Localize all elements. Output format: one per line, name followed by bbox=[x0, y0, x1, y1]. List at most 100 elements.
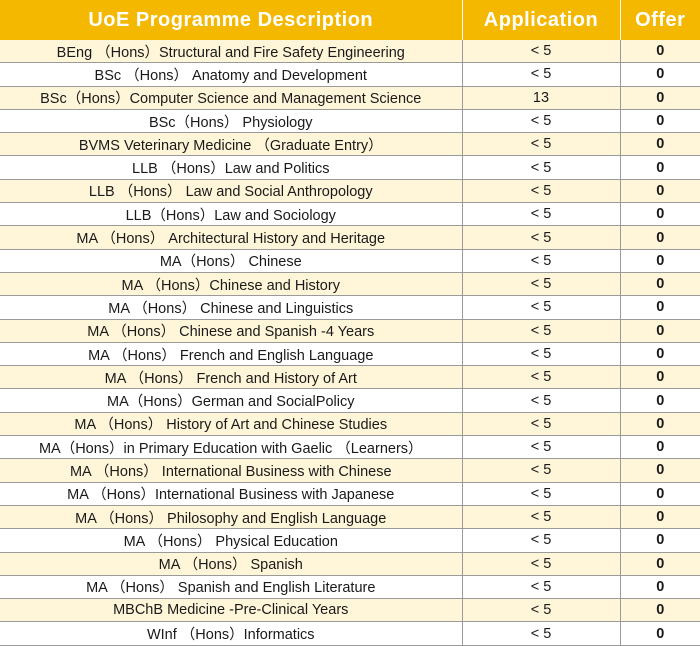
programme-cell: MA （Hons） French and English Language bbox=[0, 342, 463, 367]
programme-cell: MA （Hons） French and History of Art bbox=[0, 365, 463, 390]
offer-cell: 0 bbox=[620, 319, 700, 343]
application-cell: < 5 bbox=[462, 412, 621, 437]
offer-cell: 0 bbox=[620, 202, 700, 227]
offer-cell: 0 bbox=[620, 435, 700, 460]
table-row: BVMS Veterinary Medicine （Graduate Entry… bbox=[0, 132, 700, 157]
header-programme: UoE Programme Description bbox=[0, 0, 463, 40]
programme-cell: MA（Hons） Chinese bbox=[0, 249, 463, 273]
programme-cell: LLB （Hons） Law and Social Anthropology bbox=[0, 179, 463, 204]
programme-cell: MA （Hons）International Business with Jap… bbox=[0, 482, 463, 506]
offer-cell: 0 bbox=[620, 365, 700, 390]
programme-cell: MA （Hons） Chinese and Spanish -4 Years bbox=[0, 319, 463, 343]
offer-cell: 0 bbox=[620, 621, 700, 646]
application-cell: < 5 bbox=[462, 528, 621, 553]
application-cell: < 5 bbox=[462, 598, 621, 623]
offer-cell: 0 bbox=[620, 552, 700, 576]
offer-cell: 0 bbox=[620, 505, 700, 530]
programme-cell: MA（Hons）German and SocialPolicy bbox=[0, 388, 463, 413]
application-cell: < 5 bbox=[462, 62, 621, 87]
application-cell: < 5 bbox=[462, 319, 621, 343]
application-cell: < 5 bbox=[462, 621, 621, 646]
table-row: LLB （Hons） Law and Social Anthropology < … bbox=[0, 179, 700, 204]
programme-cell: BEng （Hons）Structural and Fire Safety En… bbox=[0, 40, 463, 64]
table-row: BEng （Hons）Structural and Fire Safety En… bbox=[0, 40, 700, 64]
programme-cell: BVMS Veterinary Medicine （Graduate Entry… bbox=[0, 132, 463, 157]
programme-cell: MA （Hons） International Business with Ch… bbox=[0, 458, 463, 483]
application-cell: < 5 bbox=[462, 575, 621, 600]
offer-cell: 0 bbox=[620, 132, 700, 157]
table-row: MA（Hons）in Primary Education with Gaelic… bbox=[0, 435, 700, 460]
application-cell: < 5 bbox=[462, 109, 621, 134]
application-cell: < 5 bbox=[462, 202, 621, 227]
offer-cell: 0 bbox=[620, 458, 700, 483]
application-cell: < 5 bbox=[462, 365, 621, 390]
application-cell: < 5 bbox=[462, 132, 621, 157]
programme-cell: MA （Hons） Spanish and English Literature bbox=[0, 575, 463, 600]
offer-cell: 0 bbox=[620, 412, 700, 437]
table-row: MA （Hons）International Business with Jap… bbox=[0, 482, 700, 506]
offer-cell: 0 bbox=[620, 62, 700, 87]
header-offer: Offer bbox=[620, 0, 700, 40]
table-row: MA （Hons） History of Art and Chinese Stu… bbox=[0, 412, 700, 437]
table-row: MA （Hons） French and English Language < 5… bbox=[0, 342, 700, 367]
programme-cell: MA （Hons） Philosophy and English Languag… bbox=[0, 505, 463, 530]
table-row: MA （Hons） Spanish and English Literature… bbox=[0, 575, 700, 600]
programme-cell: BSc（Hons） Physiology bbox=[0, 109, 463, 134]
programme-cell: LLB（Hons）Law and Sociology bbox=[0, 202, 463, 227]
programme-cell: MA （Hons）Chinese and History bbox=[0, 272, 463, 297]
table-row: MA （Hons） International Business with Ch… bbox=[0, 458, 700, 483]
offer-cell: 0 bbox=[620, 528, 700, 553]
table-row: MA （Hons） Philosophy and English Languag… bbox=[0, 505, 700, 530]
programme-cell: MA（Hons）in Primary Education with Gaelic… bbox=[0, 435, 463, 460]
table-row: MA （Hons） Chinese and Spanish -4 Years < … bbox=[0, 319, 700, 343]
offer-cell: 0 bbox=[620, 598, 700, 623]
offer-cell: 0 bbox=[620, 482, 700, 506]
header-application: Application bbox=[462, 0, 621, 40]
application-cell: < 5 bbox=[462, 40, 621, 64]
offer-cell: 0 bbox=[620, 388, 700, 413]
offer-cell: 0 bbox=[620, 249, 700, 273]
application-cell: < 5 bbox=[462, 505, 621, 530]
programme-cell: BSc（Hons）Computer Science and Management… bbox=[0, 86, 463, 110]
programme-cell: LLB （Hons）Law and Politics bbox=[0, 155, 463, 180]
programme-cell: BSc （Hons） Anatomy and Development bbox=[0, 62, 463, 87]
application-cell: < 5 bbox=[462, 552, 621, 576]
table-body: BEng （Hons）Structural and Fire Safety En… bbox=[0, 40, 700, 646]
programme-cell: MA （Hons） Physical Education bbox=[0, 528, 463, 553]
application-cell: < 5 bbox=[462, 458, 621, 483]
offer-cell: 0 bbox=[620, 109, 700, 134]
offer-cell: 0 bbox=[620, 575, 700, 600]
programme-cell: MBChB Medicine -Pre-Clinical Years bbox=[0, 598, 463, 623]
offer-cell: 0 bbox=[620, 179, 700, 204]
application-cell: < 5 bbox=[462, 388, 621, 413]
header-row: UoE Programme Description Application Of… bbox=[0, 0, 700, 40]
application-cell: 13 bbox=[462, 86, 621, 110]
table-header: UoE Programme Description Application Of… bbox=[0, 0, 700, 40]
offer-cell: 0 bbox=[620, 225, 700, 250]
offer-cell: 0 bbox=[620, 86, 700, 110]
application-cell: < 5 bbox=[462, 179, 621, 204]
application-cell: < 5 bbox=[462, 295, 621, 320]
offer-cell: 0 bbox=[620, 40, 700, 64]
offer-cell: 0 bbox=[620, 155, 700, 180]
application-cell: < 5 bbox=[462, 435, 621, 460]
programme-cell: MA （Hons） Chinese and Linguistics bbox=[0, 295, 463, 320]
application-cell: < 5 bbox=[462, 272, 621, 297]
application-cell: < 5 bbox=[462, 342, 621, 367]
programme-cell: WInf （Hons）Informatics bbox=[0, 621, 463, 646]
table-row: MA （Hons） Architectural History and Heri… bbox=[0, 225, 700, 250]
application-cell: < 5 bbox=[462, 155, 621, 180]
offer-cell: 0 bbox=[620, 295, 700, 320]
